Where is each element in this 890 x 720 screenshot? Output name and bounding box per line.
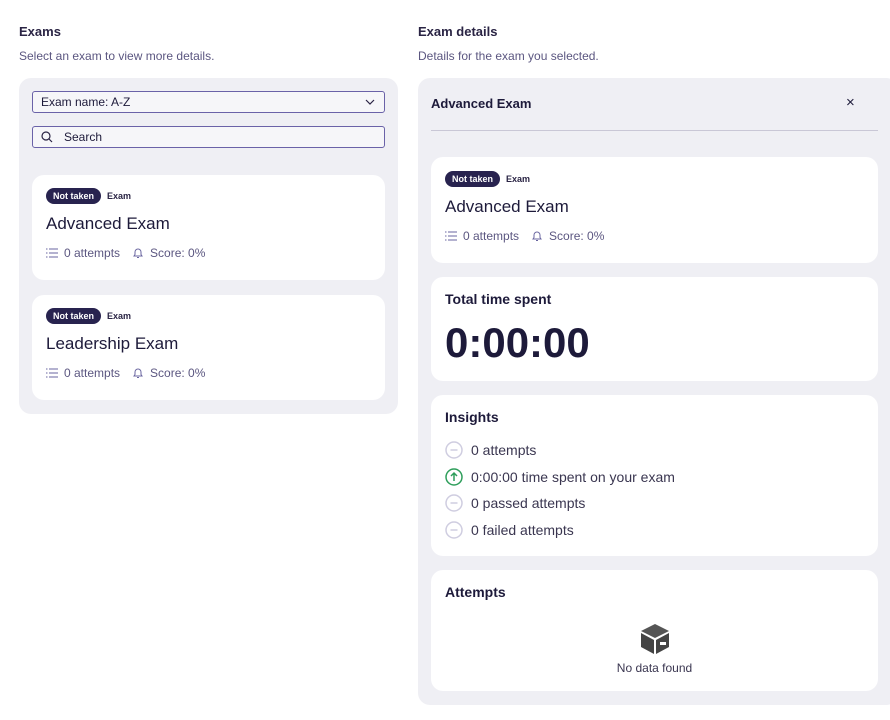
details-header: Advanced Exam <box>431 96 532 111</box>
type-label: Exam <box>107 191 132 201</box>
search-input[interactable]: Search <box>64 130 103 144</box>
list-icon <box>445 231 457 241</box>
details-title: Exam details <box>418 24 498 39</box>
time-value: 0:00:00 <box>445 319 590 366</box>
search-icon <box>41 131 53 143</box>
exam-name: Advanced Exam <box>445 197 569 216</box>
search-field[interactable]: Search <box>32 126 385 148</box>
insights-card: Insights 0 attempts 0:00:00 time spent on… <box>431 395 878 556</box>
type-label: Exam <box>107 311 132 321</box>
exam-name: Leadership Exam <box>46 334 179 353</box>
insight-text: 0 attempts <box>471 442 537 459</box>
exam-card[interactable]: Not taken Exam Advanced Exam 0 attempts S… <box>32 175 385 280</box>
score: Score: 0% <box>150 246 206 260</box>
insight-item: 0 failed attempts <box>445 517 864 544</box>
status-badge: Not taken <box>46 188 102 204</box>
type-label: Exam <box>506 174 531 184</box>
exams-subtitle: Select an exam to view more details. <box>19 49 215 63</box>
insight-item: 0 passed attempts <box>445 490 864 517</box>
attempts-count: 0 attempts <box>64 366 121 380</box>
empty-box-icon <box>641 624 669 654</box>
score: Score: 0% <box>150 366 206 380</box>
details-panel: Advanced Exam × Not taken Exam Advanced E… <box>418 78 890 705</box>
minus-circle-icon <box>445 494 463 512</box>
attempts-count: 0 attempts <box>64 246 121 260</box>
bell-icon <box>133 248 143 258</box>
bell-icon <box>133 368 143 378</box>
attempts-card: Attempts No data found <box>431 570 878 691</box>
insight-item: 0:00:00 time spent on your exam <box>445 464 864 491</box>
exams-title: Exams <box>19 24 61 39</box>
list-icon <box>46 248 58 258</box>
minus-circle-icon <box>445 441 463 459</box>
close-button[interactable]: × <box>846 94 855 111</box>
insight-text: 0:00:00 time spent on your exam <box>471 468 675 485</box>
list-icon <box>46 368 58 378</box>
time-card: Total time spent 0:00:00 <box>431 277 878 381</box>
bell-icon <box>532 231 542 241</box>
attempts-count: 0 attempts <box>463 229 520 243</box>
sort-value: Exam name: A-Z <box>41 95 131 109</box>
score: Score: 0% <box>549 229 605 243</box>
chevron-down-icon <box>365 99 375 105</box>
arrow-up-circle-icon <box>445 468 463 486</box>
exam-card[interactable]: Not taken Exam Leadership Exam 0 attempts… <box>32 295 385 400</box>
summary-card: Not taken Exam Advanced Exam 0 attempts S… <box>431 157 878 263</box>
minus-circle-icon <box>445 521 463 539</box>
status-badge: Not taken <box>46 308 102 324</box>
insight-text: 0 failed attempts <box>471 521 574 538</box>
divider <box>431 130 878 131</box>
details-subtitle: Details for the exam you selected. <box>418 49 599 63</box>
exam-name: Advanced Exam <box>46 214 170 233</box>
attempts-title: Attempts <box>445 584 506 600</box>
exams-panel: Exam name: A-Z Search Not taken Exam Adva… <box>19 78 398 414</box>
sort-select[interactable]: Exam name: A-Z <box>32 91 385 113</box>
empty-text: No data found <box>616 661 693 675</box>
insights-title: Insights <box>445 409 499 425</box>
insight-item: 0 attempts <box>445 437 864 464</box>
status-badge: Not taken <box>445 171 501 187</box>
insight-text: 0 passed attempts <box>471 495 586 512</box>
time-title: Total time spent <box>445 291 552 307</box>
